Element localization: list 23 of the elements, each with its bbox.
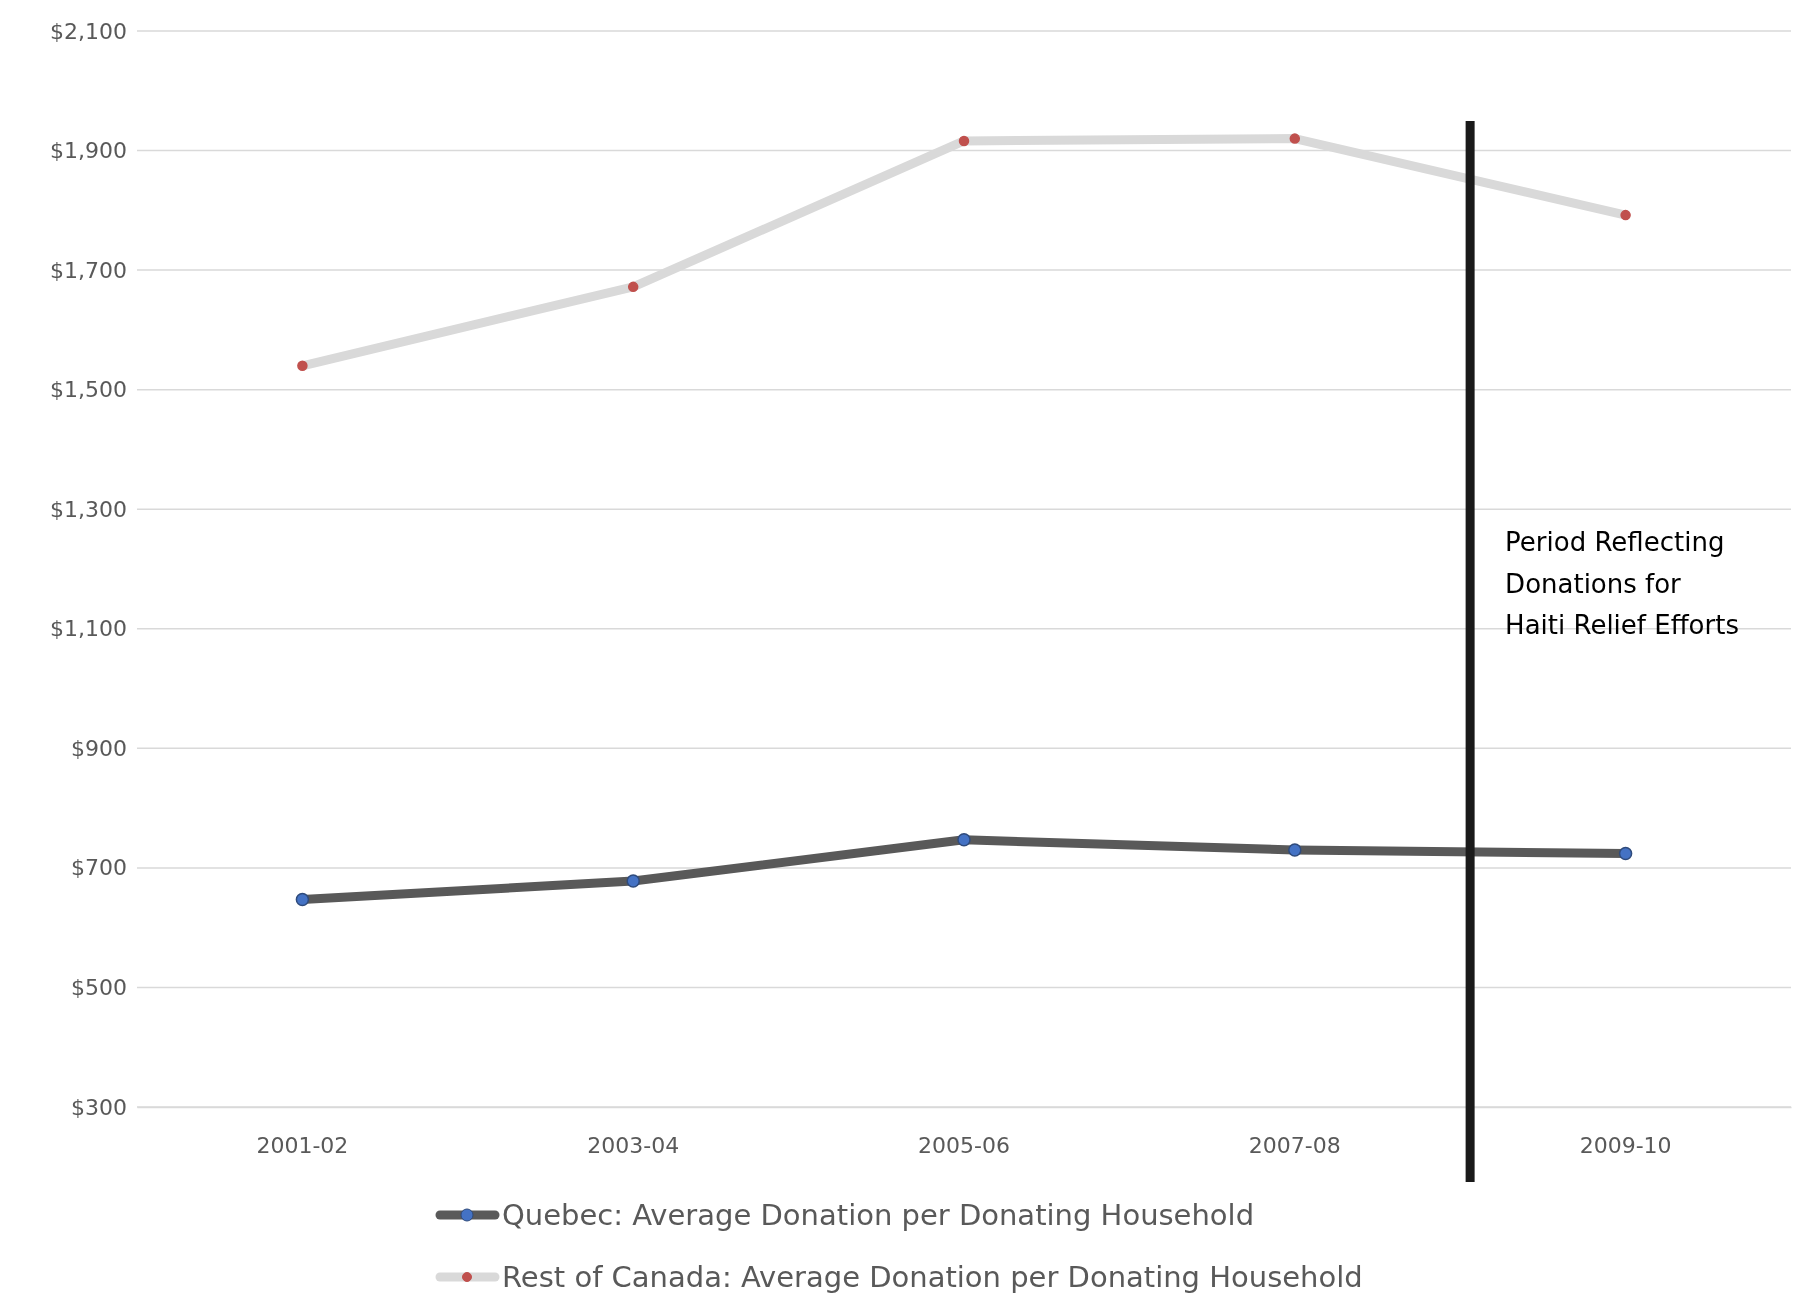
x-tick-label: 2007-08 (1248, 1132, 1341, 1158)
point (626, 874, 640, 888)
point (1288, 843, 1302, 857)
x-tick-label: 2001-02 (256, 1132, 349, 1158)
y-tick-label: $1,500 (50, 377, 127, 403)
x-tick-label: 2003-04 (587, 1132, 680, 1158)
x-tick-label: 2009-10 (1579, 1132, 1672, 1158)
point (957, 833, 971, 847)
y-tick-label: $2,100 (50, 18, 127, 44)
y-tick-label: $900 (71, 735, 127, 761)
legend-label: Rest of Canada: Average Donation per Donating Household (502, 1260, 1363, 1294)
y-tick-label: $300 (71, 1094, 127, 1120)
x-tick-label: 2005-06 (918, 1132, 1010, 1158)
y-tick-label: $700 (71, 855, 127, 881)
y-tick-label: $500 (71, 974, 127, 1000)
y-tick-label: $1,900 (50, 138, 127, 164)
legend-label: Quebec: Average Donation per Donating Household (502, 1198, 1255, 1233)
y-tick-label: $1,100 (50, 616, 127, 642)
y-tick-label: $1,700 (50, 257, 127, 283)
point (1618, 846, 1633, 861)
point (295, 892, 310, 907)
ref-line-label: Period Reflecting Donations for Haiti Relief Efforts (1505, 527, 1739, 641)
y-tick-label: $1,300 (50, 496, 127, 522)
